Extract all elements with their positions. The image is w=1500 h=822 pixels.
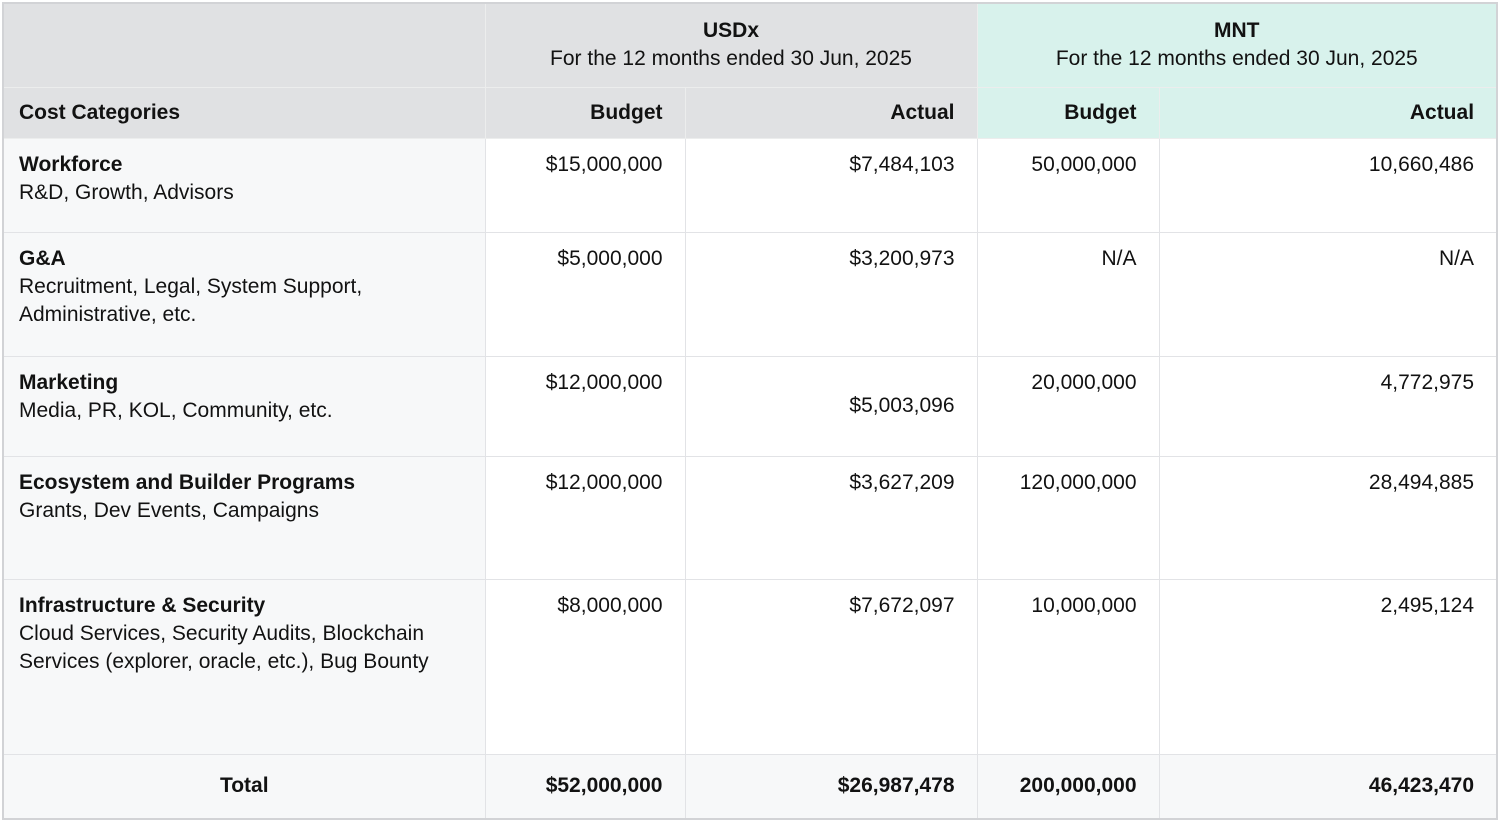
category-cell: G&A Recruitment, Legal, System Support, … xyxy=(2,231,486,357)
mnt-budget-cell: N/A xyxy=(976,231,1160,357)
usdx-actual-cell: $3,200,973 xyxy=(684,231,978,357)
mnt-actual-header: Actual xyxy=(1158,86,1498,139)
category-cell: Marketing Media, PR, KOL, Community, etc… xyxy=(2,355,486,457)
category-cell: Workforce R&D, Growth, Advisors xyxy=(2,137,486,233)
mnt-actual-cell: 4,772,975 xyxy=(1158,355,1498,457)
usdx-group-header: USDx For the 12 months ended 30 Jun, 202… xyxy=(484,2,978,88)
mnt-group-period: For the 12 months ended 30 Jun, 2025 xyxy=(1055,47,1418,71)
usdx-actual-cell: $7,672,097 xyxy=(684,578,978,755)
table-row-workforce: Workforce R&D, Growth, Advisors $15,000,… xyxy=(2,137,1498,233)
total-usdx-actual-cell: $26,987,478 xyxy=(684,753,978,820)
table-row-marketing: Marketing Media, PR, KOL, Community, etc… xyxy=(2,355,1498,457)
mnt-budget-cell: 20,000,000 xyxy=(976,355,1160,457)
mnt-actual-cell: N/A xyxy=(1158,231,1498,357)
category-cell: Ecosystem and Builder Programs Grants, D… xyxy=(2,455,486,580)
usdx-budget-header: Budget xyxy=(484,86,686,139)
category-cell: Infrastructure & Security Cloud Services… xyxy=(2,578,486,755)
category-name: Workforce xyxy=(19,152,123,176)
usdx-budget-cell: $15,000,000 xyxy=(484,137,686,233)
usdx-group-period: For the 12 months ended 30 Jun, 2025 xyxy=(550,47,912,71)
total-usdx-budget-cell: $52,000,000 xyxy=(484,753,686,820)
column-header-row: Cost Categories Budget Actual Budget Act… xyxy=(2,86,1498,139)
mnt-actual-cell: 2,495,124 xyxy=(1158,578,1498,755)
mnt-actual-cell: 28,494,885 xyxy=(1158,455,1498,580)
mnt-budget-cell: 10,000,000 xyxy=(976,578,1160,755)
currency-group-header-row: USDx For the 12 months ended 30 Jun, 202… xyxy=(2,2,1498,88)
usdx-actual-cell: $7,484,103 xyxy=(684,137,978,233)
table-row-ga: G&A Recruitment, Legal, System Support, … xyxy=(2,231,1498,357)
category-description: Grants, Dev Events, Campaigns xyxy=(19,498,319,522)
category-name: Marketing xyxy=(19,370,119,394)
category-description: Cloud Services, Security Audits, Blockch… xyxy=(19,621,429,673)
mnt-budget-header: Budget xyxy=(976,86,1160,139)
mnt-group-title: MNT xyxy=(1214,19,1260,43)
total-mnt-actual-cell: 46,423,470 xyxy=(1158,753,1498,820)
corner-cell xyxy=(2,2,486,88)
mnt-budget-cell: 120,000,000 xyxy=(976,455,1160,580)
mnt-actual-cell: 10,660,486 xyxy=(1158,137,1498,233)
total-label: Total xyxy=(2,753,486,820)
category-name: Ecosystem and Builder Programs xyxy=(19,470,356,494)
category-name: Infrastructure & Security xyxy=(19,593,266,617)
usdx-actual-header: Actual xyxy=(684,86,978,139)
category-description: R&D, Growth, Advisors xyxy=(19,180,234,204)
category-name: G&A xyxy=(19,246,66,270)
usdx-actual-cell: $3,627,209 xyxy=(684,455,978,580)
table-row-ecosystem: Ecosystem and Builder Programs Grants, D… xyxy=(2,455,1498,580)
usdx-budget-cell: $5,000,000 xyxy=(484,231,686,357)
total-mnt-budget-cell: 200,000,000 xyxy=(976,753,1160,820)
table-row-infrastructure: Infrastructure & Security Cloud Services… xyxy=(2,578,1498,755)
mnt-budget-cell: 50,000,000 xyxy=(976,137,1160,233)
usdx-budget-cell: $12,000,000 xyxy=(484,455,686,580)
usdx-group-title: USDx xyxy=(702,19,760,43)
total-row: Total $52,000,000 $26,987,478 200,000,00… xyxy=(2,753,1498,820)
mnt-group-header: MNT For the 12 months ended 30 Jun, 2025 xyxy=(976,2,1498,88)
category-description: Recruitment, Legal, System Support, Admi… xyxy=(19,274,363,326)
usdx-budget-cell: $12,000,000 xyxy=(484,355,686,457)
usdx-budget-cell: $8,000,000 xyxy=(484,578,686,755)
usdx-actual-cell: $5,003,096 xyxy=(684,355,978,457)
cost-categories-header: Cost Categories xyxy=(2,86,486,139)
category-description: Media, PR, KOL, Community, etc. xyxy=(19,398,333,422)
